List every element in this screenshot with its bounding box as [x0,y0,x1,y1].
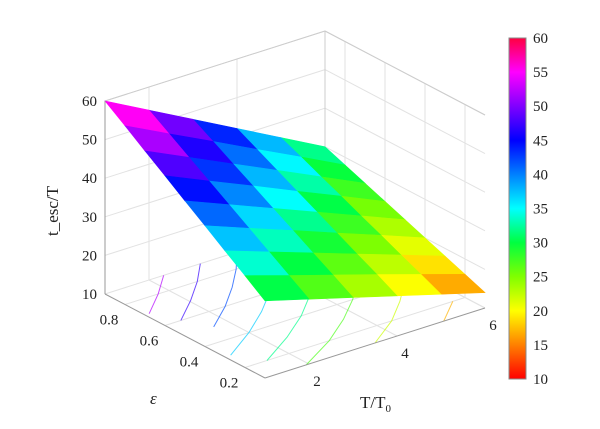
x-tick-label: 2 [313,374,321,390]
colorbar-rect [508,37,527,380]
colorbar-tick-label: 25 [533,270,548,286]
y-axis-line [104,293,266,379]
y-tick-label: 0.4 [180,355,199,371]
colorbar-tick-label: 60 [533,31,548,47]
contour-line [148,275,165,314]
z-tick-label: 30 [82,210,97,226]
y-axis-label: ε [150,389,157,408]
gridline [324,107,486,193]
colorbar-tick-label: 10 [533,372,548,388]
gridline [104,30,326,102]
surface-patch [244,275,310,302]
colorbar-tick-label: 30 [533,236,548,252]
surface [104,100,486,302]
colorbar-tick-label: 20 [533,304,548,320]
z-tick-label: 10 [82,287,97,303]
colorbar-tick-label: 45 [533,133,548,149]
x-axis-line [264,307,486,379]
x-tick-label: 4 [401,346,409,362]
z-tick-label: 20 [82,248,97,264]
colorbar-tick-label: 15 [533,338,548,354]
colorbar-tick-label: 55 [533,65,548,81]
colorbar-tick-label: 40 [533,167,548,183]
y-tick-label: 0.6 [140,334,159,350]
contour-line [180,263,201,321]
z-tick-label: 50 [82,133,97,149]
gridline [324,69,486,155]
x-tick-label: 6 [489,318,497,334]
colorbar-tick-label: 35 [533,202,548,218]
z-tick-label: 60 [82,94,97,110]
y-tick-label: 0.8 [100,313,119,329]
colorbar-tick-label: 50 [533,99,548,115]
z-axis-label: t_esc/T [43,185,62,236]
colorbar: 10 15 20 25 30 35 40 45 50 55 60 [508,31,548,388]
z-tick-label: 40 [82,171,97,187]
y-tick-label: 0.2 [220,376,239,392]
gridline [148,279,310,365]
axes: 10 20 30 40 50 60 0.8 0.6 0.4 0.2 2 4 6 [82,94,497,392]
gridline [324,146,486,232]
gridline [244,297,466,368]
x-axis-label: T/T0 [360,393,392,415]
gridline [324,30,486,116]
contour-line [443,301,454,322]
